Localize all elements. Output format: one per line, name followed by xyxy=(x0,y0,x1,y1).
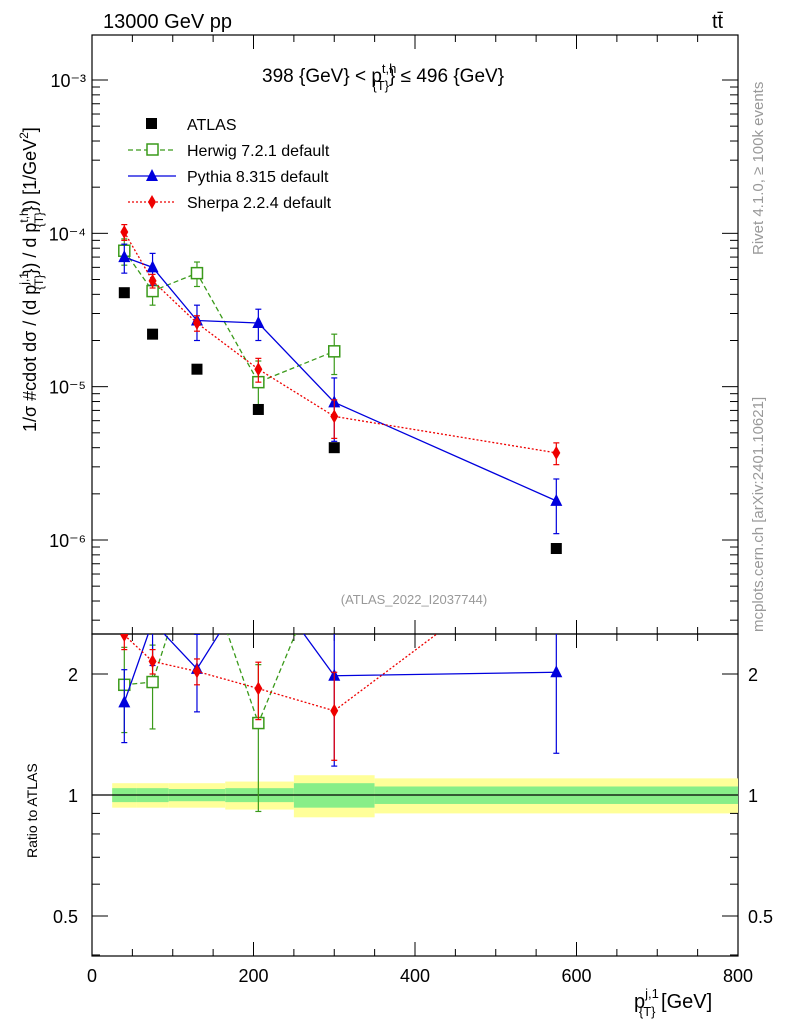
y-tick-label-main: 10⁻³ xyxy=(50,71,86,91)
legend-sherpa: Sherpa 2.2.4 default xyxy=(128,195,332,212)
atlas-point xyxy=(191,363,203,375)
energy-label: 13000 GeV pp xyxy=(103,11,232,33)
y-tick-label-ratio-left: 0.5 xyxy=(53,907,78,927)
sherpa-ratio-point xyxy=(254,681,263,696)
legend-atlas-label: ATLAS xyxy=(187,117,237,134)
herwig-ratio-point xyxy=(146,675,159,689)
legend-herwig-marker xyxy=(146,143,159,156)
range-title-sup: t,h xyxy=(382,61,396,76)
pythia-point xyxy=(146,260,159,273)
x-tick-label: 600 xyxy=(561,966,591,986)
sherpa-ratio-point xyxy=(120,634,129,643)
y-tick-label-main: 10⁻⁴ xyxy=(49,224,86,244)
y-axis-label-main: 1/σ #cdot dσ / (d pj,1{T}}) / d pt,h{T}}… xyxy=(17,127,46,432)
y-tick-label-ratio-left: 2 xyxy=(68,665,78,685)
y-tick-label-main: 10⁻⁵ xyxy=(49,378,86,398)
legend-atlas-marker xyxy=(146,118,157,129)
sherpa-line xyxy=(123,231,557,454)
herwig-point xyxy=(190,266,204,280)
pythia-point xyxy=(550,493,563,506)
herwig-ratio-line xyxy=(124,634,297,725)
legend-atlas: ATLAS xyxy=(146,117,237,134)
atlas-point xyxy=(118,287,130,299)
legend-sherpa-label: Sherpa 2.2.4 default xyxy=(187,195,332,212)
legend-herwig: Herwig 7.2.1 default xyxy=(128,143,330,160)
x-tick-label: 800 xyxy=(723,966,753,986)
atlas-point xyxy=(550,543,562,555)
sherpa-ratio-point xyxy=(330,703,339,718)
legend: ATLAS Herwig 7.2.1 default Pythia 8.315 … xyxy=(128,117,332,212)
pythia-ratio-point xyxy=(252,564,264,576)
sherpa-ratio-line xyxy=(123,634,438,712)
pythia-point xyxy=(118,250,131,263)
range-title-sub: {T} xyxy=(372,78,389,93)
y-tick-label-ratio-left: 1 xyxy=(68,786,78,806)
herwig-point xyxy=(328,345,341,358)
sherpa-point xyxy=(148,273,157,288)
source-label: mcplots.cern.ch [arXiv:2401.10621] xyxy=(750,397,767,632)
herwig-ratio-point xyxy=(329,535,340,546)
y-tick-label-ratio-right: 1 xyxy=(748,786,758,806)
x-tick-label: 200 xyxy=(238,966,268,986)
y-tick-label-main: 10⁻⁶ xyxy=(49,531,86,551)
legend-sherpa-marker xyxy=(148,195,156,209)
y-tick-label-ratio-right: 2 xyxy=(748,665,758,685)
x-tick-label: 0 xyxy=(87,966,97,986)
range-title-prefix: 398 {GeV} < p xyxy=(262,66,382,87)
sherpa-point xyxy=(330,409,339,424)
range-title: 398 {GeV} < pt,h {T}} ≤ 496 {GeV} xyxy=(262,61,504,93)
pythia-ratio-line xyxy=(123,634,557,703)
x-tick-label: 400 xyxy=(400,966,430,986)
sherpa-point xyxy=(254,362,263,377)
legend-pythia-marker xyxy=(146,169,158,181)
sherpa-ratio-point xyxy=(192,664,201,679)
pythia-ratio-point xyxy=(118,695,131,708)
pythia-ratio-point xyxy=(550,665,563,678)
legend-pythia: Pythia 8.315 default xyxy=(128,169,329,186)
rivet-version-label: Rivet 4.1.0, ≥ 100k events xyxy=(750,82,767,255)
main-series-layer xyxy=(118,224,563,555)
analysis-id: (ATLAS_2022_I2037744) xyxy=(341,592,487,607)
ratio-series-layer xyxy=(118,535,563,813)
sherpa-point xyxy=(192,316,201,331)
atlas-point xyxy=(147,328,159,340)
y-tick-label-ratio-right: 0.5 xyxy=(748,907,773,927)
sherpa-point xyxy=(552,445,561,460)
axis-ticks: 0 200 400 600 800 10⁻³ 10⁻⁴ 10⁻⁵ 10⁻⁶ 2 2 1 1 0.5 0.5 xyxy=(49,35,773,986)
sherpa-point xyxy=(120,225,129,240)
sherpa-ratio-point xyxy=(148,654,157,669)
y-axis-label-ratio: Ratio to ATLAS xyxy=(24,763,40,858)
pythia-line xyxy=(124,256,557,502)
legend-pythia-label: Pythia 8.315 default xyxy=(187,169,329,186)
ratio-uncertainty-bands xyxy=(92,775,738,818)
pythia-point xyxy=(252,316,265,329)
process-label: tt̄ xyxy=(712,11,724,33)
herwig-ratio-point xyxy=(191,539,202,550)
pythia-ratio-point xyxy=(147,615,159,627)
legend-herwig-label: Herwig 7.2.1 default xyxy=(187,143,330,160)
atlas-point xyxy=(252,403,264,415)
range-title-suffix: } ≤ 496 {GeV} xyxy=(389,66,504,87)
x-axis-label: pj,1 {T} [GeV] xyxy=(634,986,712,1019)
atlas-point xyxy=(328,442,340,454)
